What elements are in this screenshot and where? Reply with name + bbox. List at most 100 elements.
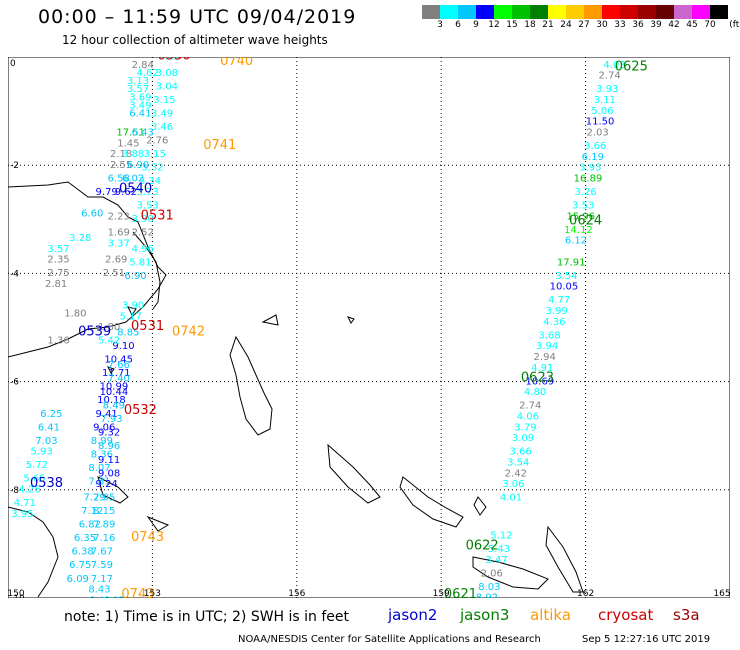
color-scale-label: 6 <box>455 20 461 30</box>
pass-time-label: 0539 <box>78 325 111 340</box>
pass-time-label: 0531 <box>141 208 174 223</box>
wave-height-value: 9.79 <box>96 187 118 198</box>
y-tick-label: -4 <box>10 269 19 279</box>
wave-height-value: 6.12 <box>565 236 587 247</box>
wave-height-value: 9.24 <box>96 479 118 490</box>
wave-height-value: 4.96 <box>132 244 154 255</box>
pass-time-label: 0743 <box>131 530 164 545</box>
wave-height-value: 16.89 <box>574 173 603 184</box>
wave-height-value: 3.57 <box>127 84 149 95</box>
wave-height-value: 10.18 <box>97 395 126 406</box>
wave-height-value: 8.36 <box>91 449 113 460</box>
map-frame <box>8 57 730 598</box>
wave-height-value: 7.89 <box>93 520 115 531</box>
wave-height-value: 5.93 <box>31 447 53 458</box>
wave-height-value: 3.15 <box>144 149 166 160</box>
wave-height-value: 2.18 <box>110 149 132 160</box>
wave-height-value: 3.66 <box>509 447 531 458</box>
pass-time-label: 0624 <box>569 214 602 229</box>
wave-height-value: 2.51 <box>103 268 125 279</box>
wave-height-value: 3.88 <box>122 149 144 160</box>
wave-height-value: 3.72 <box>603 57 625 60</box>
wave-height-value: 9.10 <box>112 341 134 352</box>
wave-height-value: 15.96 <box>566 211 595 222</box>
wave-height-value: 8.15 <box>93 506 115 517</box>
wave-height-value: 4.06 <box>517 411 539 422</box>
wave-height-value: 14.12 <box>564 225 593 236</box>
color-scale-label: 3 <box>437 20 443 30</box>
wave-height-value: 3.99 <box>546 306 568 317</box>
wave-height-value: 3.94 <box>536 341 558 352</box>
x-tick-label: 153 <box>144 589 161 598</box>
wave-height-value: 3.69 <box>129 92 151 103</box>
pass-time-label: 0623 <box>521 371 554 386</box>
wave-height-value: 10.44 <box>100 387 129 398</box>
wave-height-value: 7.67 <box>91 547 113 558</box>
wave-height-value: 2.69 <box>105 255 127 266</box>
coastline-choiseul <box>327 443 381 504</box>
wave-height-value: 6.58 <box>108 173 130 184</box>
wave-height-value: 3.90 <box>132 214 154 225</box>
coastline-small-1 <box>347 316 355 324</box>
wave-height-value: 2.74 <box>519 401 541 412</box>
pass-time-label: 0532 <box>124 403 157 418</box>
wave-height-value: 2.42 <box>505 468 527 479</box>
wave-height-value: 3.11 <box>594 95 616 106</box>
wave-height-value: 9.32 <box>98 428 120 439</box>
wave-height-value: 10.99 <box>100 382 129 393</box>
wave-height-value: 3.37 <box>108 238 130 249</box>
wave-height-value: 9.62 <box>115 187 137 198</box>
wave-height-value: 8.49 <box>103 401 125 412</box>
wave-height-value: 3.15 <box>153 95 175 106</box>
wave-height-value: 17.91 <box>557 257 586 268</box>
color-swatch <box>422 5 440 19</box>
wave-height-value: 7.12 <box>81 506 103 517</box>
wave-height-value: 5.17 <box>120 311 142 322</box>
color-swatch <box>620 5 638 19</box>
wave-height-value: 6.41 <box>38 422 60 433</box>
color-scale-label: 45 <box>686 20 698 30</box>
wave-height-value: 7.59 <box>91 560 113 571</box>
wave-height-value: 4.36 <box>543 317 565 328</box>
coastline-ontong <box>261 314 279 326</box>
coastline-small-2 <box>127 306 137 316</box>
wave-height-value: 1.45 <box>117 138 139 149</box>
wave-height-value: 6.43 <box>132 127 154 138</box>
wave-height-value: 3.79 <box>514 422 536 433</box>
footnote: note: 1) Time is in UTC; 2) SWH is in fe… <box>64 609 350 625</box>
wave-height-value: 6.40 <box>88 595 110 598</box>
wave-height-value: 11.71 <box>102 368 131 379</box>
wave-height-value: 6.38 <box>71 547 93 558</box>
wave-height-value: 7.40 <box>108 374 130 385</box>
wave-height-value: 2.94 <box>534 352 556 363</box>
page-subtitle: 12 hour collection of altimeter wave hei… <box>62 33 328 47</box>
altimeter-values: 3.043.122.843.084.623.133.043.573.693.15… <box>11 57 625 598</box>
color-scale-label: 9 <box>473 20 479 30</box>
color-swatch <box>458 5 476 19</box>
color-swatch <box>692 5 710 19</box>
wave-height-value: 3.49 <box>151 109 173 120</box>
wave-height-value: 2.81 <box>45 279 67 290</box>
coastline-trobriand <box>97 476 129 504</box>
wave-height-value: 10.45 <box>104 355 133 366</box>
wave-height-value: 6.02 <box>122 173 144 184</box>
coastline-guadalcanal <box>472 556 549 590</box>
wave-height-value: 3.04 <box>156 81 178 92</box>
color-swatch <box>512 5 530 19</box>
wave-height-value: 1.80 <box>98 322 120 333</box>
color-scale-label: 15 <box>506 20 518 30</box>
wave-height-value: 8.07 <box>88 463 110 474</box>
wave-height-value: 7.17 <box>91 574 113 585</box>
color-swatch <box>638 5 656 19</box>
color-swatch <box>494 5 512 19</box>
wave-height-value: 2.74 <box>599 71 621 82</box>
pass-time-label: 0625 <box>615 60 648 75</box>
altimeter-map: 3.043.122.843.084.623.133.043.573.693.15… <box>8 57 730 598</box>
color-swatch <box>656 5 674 19</box>
color-scale-unit: (ft) <box>729 20 740 30</box>
wave-height-value: 3.68 <box>538 330 560 341</box>
pass-time-label: 0740 <box>220 57 253 69</box>
map-canvas: 3.043.122.843.084.623.133.043.573.693.15… <box>8 57 730 598</box>
y-tick-label: -8 <box>10 486 19 496</box>
